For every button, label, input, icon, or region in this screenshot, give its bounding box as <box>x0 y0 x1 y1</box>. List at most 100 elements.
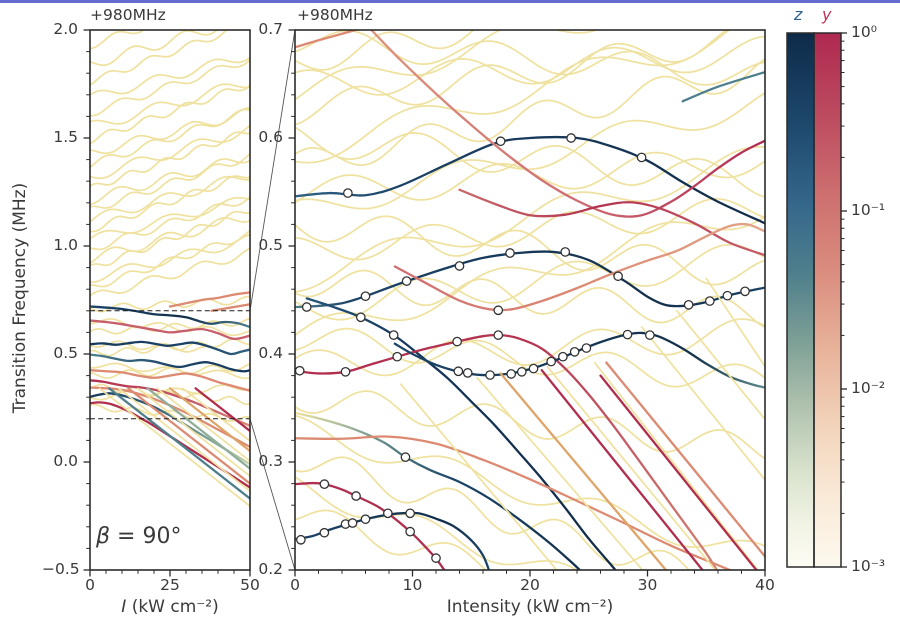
spectrum-curve <box>117 387 250 492</box>
data-point-marker <box>431 553 441 563</box>
data-point-marker <box>516 366 527 377</box>
data-point-marker <box>613 271 623 282</box>
background-curve <box>90 175 250 233</box>
background-curve <box>295 126 765 198</box>
left-x-tick-label: 50 <box>240 576 260 594</box>
colorbar-y-frame <box>813 32 842 568</box>
spectrum-curve <box>90 386 250 449</box>
data-point-marker <box>566 133 576 143</box>
colorbar-tick-label: 10⁻³ <box>851 557 886 575</box>
background-curve <box>90 175 250 223</box>
background-curve <box>295 414 765 548</box>
background-curve <box>90 124 250 180</box>
spectrum-curve <box>90 353 250 373</box>
right-x-tick-label: 30 <box>637 576 658 594</box>
data-point-marker <box>683 300 694 310</box>
spectrum-curve <box>399 383 558 570</box>
data-point-marker <box>296 534 306 545</box>
spectrum-curve <box>599 374 758 570</box>
colorbar-tick-label: 10⁻² <box>851 379 886 397</box>
spectrum-curve <box>210 303 250 312</box>
background-curve <box>90 230 250 288</box>
data-point-marker <box>622 329 633 340</box>
data-point-marker <box>546 356 557 367</box>
spectrum-curve <box>499 372 668 570</box>
spectrum-curve <box>705 277 765 368</box>
data-point-marker <box>401 276 412 286</box>
colorbar-z-label: z <box>794 5 803 24</box>
left-x-axis-label: I (kW cm⁻²) <box>100 597 240 617</box>
background-curve <box>90 196 250 251</box>
background-curve <box>90 196 250 240</box>
left-y-tick-label: 0.5 <box>53 344 78 362</box>
background-curve <box>90 362 250 380</box>
data-point-marker <box>355 312 366 323</box>
spectrum-curve <box>295 511 491 570</box>
y-axis-label: Transition Frequency (MHz) <box>10 182 30 414</box>
spectrum-curve <box>194 387 250 433</box>
background-curve <box>295 215 765 286</box>
data-point-marker <box>528 363 539 374</box>
background-curve <box>295 243 765 321</box>
beta-symbol: β <box>96 524 111 549</box>
background-curve <box>90 318 250 337</box>
data-point-marker <box>495 136 506 147</box>
background-curve <box>90 30 229 86</box>
data-point-marker <box>319 527 330 538</box>
data-point-marker <box>295 365 305 376</box>
right-x-tick-label: 10 <box>402 576 423 594</box>
left-x-tick-label: 0 <box>85 576 95 594</box>
data-point-marker <box>388 330 399 340</box>
spectrum-curve <box>127 387 250 485</box>
data-point-marker <box>581 343 592 353</box>
background-curve <box>90 84 250 145</box>
background-curve <box>295 30 765 86</box>
data-point-marker <box>453 366 464 377</box>
background-curve <box>295 35 765 96</box>
spectrum-curve <box>181 387 250 442</box>
left-y-tick-label: −0.5 <box>42 560 80 578</box>
colorbar-tick-label: 10⁻¹ <box>851 201 886 219</box>
beta-value: = 90° <box>110 524 182 549</box>
data-point-marker <box>351 491 361 501</box>
background-curve <box>90 106 250 155</box>
spectrum-curve <box>295 30 360 49</box>
left-y-tick-label: 2.0 <box>53 20 78 38</box>
background-curve <box>295 269 765 329</box>
data-point-marker <box>347 518 358 528</box>
spectrum-curve <box>546 366 717 570</box>
spectrum-curve <box>156 387 250 462</box>
data-point-marker <box>454 261 465 271</box>
right-panel-title: +980MHz <box>297 6 373 24</box>
data-point-marker <box>360 514 371 525</box>
data-point-marker <box>558 351 568 362</box>
background-curve <box>90 217 250 265</box>
spectrum-curve <box>90 369 250 392</box>
spectrum-curve <box>295 411 582 570</box>
background-curve <box>295 92 765 210</box>
data-point-marker <box>360 291 371 302</box>
data-point-marker <box>301 302 312 312</box>
background-curve <box>90 317 250 335</box>
left-panel-frame <box>89 29 251 571</box>
background-curve <box>90 30 219 67</box>
spectrum-curve <box>295 333 719 570</box>
spectrum-curve <box>605 361 765 558</box>
background-curve <box>295 58 765 167</box>
left-y-tick-label: 1.5 <box>53 128 78 146</box>
intensity-symbol: I <box>121 597 127 617</box>
spectrum-curve <box>593 361 759 570</box>
spectrum-curve <box>168 387 250 453</box>
spectrum-curve <box>295 135 765 225</box>
spectrum-curve <box>90 319 250 341</box>
background-curve <box>90 383 250 406</box>
data-point-marker <box>382 508 393 519</box>
background-curve <box>90 30 146 50</box>
data-point-marker <box>340 366 351 377</box>
spectrum-curve <box>393 222 765 312</box>
background-curve <box>90 210 250 267</box>
data-point-marker <box>644 330 655 340</box>
data-point-marker <box>493 330 504 340</box>
data-point-marker <box>392 351 403 362</box>
